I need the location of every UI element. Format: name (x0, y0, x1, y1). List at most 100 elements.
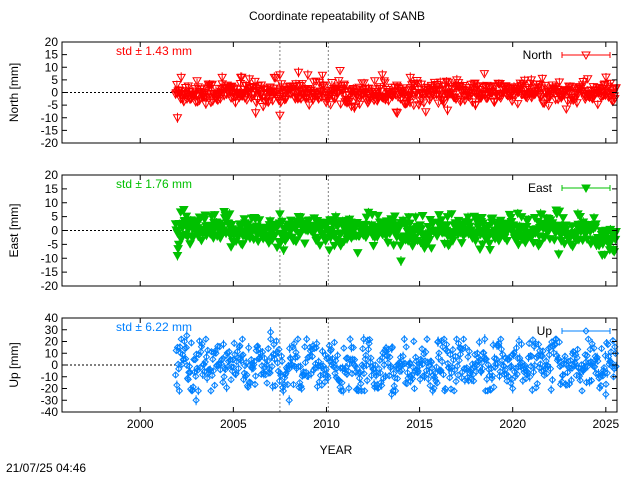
y-tick-label: -5 (47, 237, 58, 251)
data-point (315, 241, 325, 250)
data-point (434, 211, 444, 220)
data-point (546, 365, 555, 373)
data-point (313, 339, 321, 348)
data-point (438, 96, 449, 106)
data-point (173, 381, 181, 389)
data-point (254, 216, 265, 225)
data-point (248, 362, 257, 370)
data-point (591, 220, 601, 229)
data-point (479, 70, 490, 79)
data-point (442, 213, 453, 222)
y-tick-label: -40 (41, 405, 59, 419)
data-point (590, 363, 599, 371)
data-point (448, 236, 458, 246)
data-point (592, 369, 600, 377)
data-point (583, 351, 591, 360)
legend-marker (581, 184, 591, 194)
data-point (561, 352, 569, 360)
data-point (252, 95, 263, 105)
data-point (221, 364, 229, 372)
y-tick-label: 30 (45, 323, 59, 337)
x-tick-label: 2000 (127, 417, 154, 431)
data-point (463, 373, 472, 382)
data-point (192, 77, 202, 86)
data-point (389, 387, 397, 395)
data-point (304, 371, 313, 379)
y-tick-label: 20 (45, 335, 59, 349)
data-point (340, 365, 349, 373)
data-point (253, 237, 264, 247)
data-point (246, 378, 255, 387)
data-point (353, 364, 361, 373)
data-point (463, 213, 473, 222)
data-point (352, 249, 363, 258)
data-point (578, 387, 586, 395)
data-point (595, 384, 604, 392)
data-point (538, 352, 547, 360)
data-point (333, 351, 342, 360)
data-point (470, 79, 480, 89)
data-point (578, 78, 589, 87)
data-point (417, 355, 425, 364)
data-point (567, 376, 576, 384)
data-point (572, 350, 580, 359)
data-point (531, 361, 539, 370)
data-point (318, 81, 329, 90)
y-tick-label: 20 (45, 35, 59, 49)
y-tick-label: 10 (45, 346, 59, 360)
data-point (324, 246, 335, 255)
data-point (423, 223, 434, 232)
data-point (323, 371, 332, 380)
data-point (335, 242, 346, 251)
data-point (476, 213, 487, 223)
data-point (508, 384, 517, 393)
data-point (235, 223, 246, 232)
data-point (533, 379, 542, 388)
data-point (263, 357, 272, 365)
data-point (338, 379, 346, 387)
data-point (278, 246, 289, 255)
data-point (539, 99, 550, 109)
data-point (309, 366, 318, 374)
data-point (461, 343, 470, 352)
data-point (590, 344, 598, 352)
data-point (266, 328, 275, 336)
data-point (203, 374, 211, 382)
data-point (543, 102, 554, 111)
data-point (251, 372, 260, 380)
data-point (525, 339, 533, 348)
data-point (584, 93, 595, 103)
data-point (302, 335, 311, 343)
north-series (170, 67, 621, 123)
data-point (451, 352, 460, 361)
data-point (185, 240, 195, 249)
data-point (368, 242, 379, 251)
data-point (322, 365, 330, 374)
data-point (349, 104, 360, 113)
x-tick-label: 2025 (592, 417, 619, 431)
data-point (269, 73, 280, 83)
data-point (171, 371, 180, 379)
data-point (235, 73, 246, 83)
data-point (433, 99, 444, 109)
data-point (564, 357, 572, 366)
data-point (422, 348, 430, 356)
data-point (523, 215, 534, 225)
data-point (321, 378, 329, 386)
data-point (254, 345, 262, 353)
data-point (553, 250, 564, 259)
data-point (234, 364, 243, 373)
data-point (229, 356, 237, 364)
data-point (313, 235, 323, 245)
y-tick-label: -10 (41, 370, 59, 384)
data-point (250, 109, 261, 118)
data-point (221, 365, 230, 374)
data-point (386, 353, 394, 361)
data-point (414, 367, 422, 375)
data-point (220, 373, 228, 381)
data-point (265, 368, 273, 377)
data-point (599, 80, 610, 89)
data-point (311, 364, 319, 372)
